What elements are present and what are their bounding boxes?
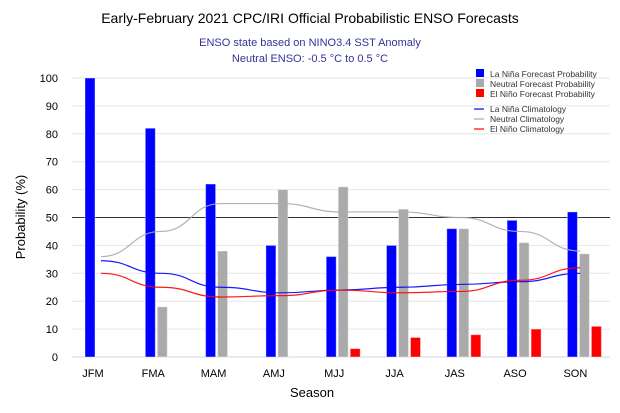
y-tick-label: 20 — [46, 296, 58, 308]
chart-subtitle-2: Neutral ENSO: -0.5 °C to 0.5 °C — [232, 53, 388, 65]
bar-neutral-forecast-probability — [337, 186, 349, 358]
chart-title: Early-February 2021 CPC/IRI Official Pro… — [101, 10, 519, 26]
legend-label: Neutral Forecast Probability — [490, 79, 596, 89]
legend-label: La Niña Climatology — [490, 104, 567, 114]
x-tick-label: SON — [563, 368, 587, 380]
legend-label: El Niño Forecast Probability — [490, 89, 596, 99]
bar-la-ni-a-forecast-probability — [205, 183, 217, 358]
x-tick-label: ASO — [503, 368, 527, 380]
bar-el-ni-o-forecast-probability — [470, 334, 482, 358]
line-neutral-climatology — [100, 202, 581, 258]
bar-la-ni-a-forecast-probability — [446, 228, 458, 358]
bar-neutral-forecast-probability — [578, 253, 590, 358]
chart-subtitle-1: ENSO state based on NINO3.4 SST Anomaly — [199, 37, 421, 49]
bar-la-ni-a-forecast-probability — [566, 211, 578, 358]
bar-la-ni-a-forecast-probability — [84, 77, 96, 358]
y-tick-label: 70 — [46, 157, 58, 169]
y-tick-label: 80 — [46, 129, 58, 141]
bar-neutral-forecast-probability — [217, 250, 229, 358]
y-tick-label: 0 — [52, 352, 58, 364]
bar-neutral-forecast-probability — [518, 242, 530, 358]
bar-neutral-forecast-probability — [458, 228, 470, 358]
legend-label: Neutral Climatology — [490, 114, 565, 124]
bar-el-ni-o-forecast-probability — [530, 328, 542, 358]
legend-label: El Niño Climatology — [490, 124, 565, 134]
bar-el-ni-o-forecast-probability — [590, 325, 602, 358]
y-tick-label: 40 — [46, 240, 58, 252]
bar-neutral-forecast-probability — [398, 208, 409, 358]
bar-la-ni-a-forecast-probability — [325, 256, 337, 358]
x-tick-label: JJA — [385, 368, 404, 380]
bar-neutral-forecast-probability — [156, 306, 168, 358]
legend-label: La Niña Forecast Probability — [490, 69, 598, 79]
x-tick-label: JAS — [445, 368, 465, 380]
y-tick-label: 10 — [46, 324, 58, 336]
legend-swatch — [476, 69, 484, 77]
line-el-ni-o-climatology — [100, 267, 581, 298]
y-tick-label: 50 — [46, 213, 58, 225]
x-tick-label: AMJ — [263, 368, 285, 380]
bar-la-ni-a-forecast-probability — [144, 127, 156, 358]
y-tick-label: 90 — [46, 101, 58, 113]
bar-la-ni-a-forecast-probability — [506, 219, 518, 358]
bar-la-ni-a-forecast-probability — [265, 244, 277, 358]
bar-el-ni-o-forecast-probability — [410, 336, 421, 358]
bar-neutral-forecast-probability — [277, 189, 289, 358]
x-tick-label: JFM — [82, 368, 103, 380]
y-tick-label: 60 — [46, 185, 58, 197]
x-tick-label: FMA — [142, 368, 166, 380]
y-axis-label: Probability (%) — [13, 175, 28, 260]
bar-el-ni-o-forecast-probability — [349, 348, 361, 358]
y-tick-label: 30 — [46, 268, 58, 280]
x-axis-label: Season — [290, 385, 334, 400]
legend-swatch — [476, 79, 484, 87]
y-tick-label: 100 — [40, 73, 58, 85]
x-tick-label: MAM — [201, 368, 227, 380]
bar-la-ni-a-forecast-probability — [386, 244, 397, 358]
legend-swatch — [476, 89, 484, 97]
x-tick-label: MJJ — [324, 368, 344, 380]
